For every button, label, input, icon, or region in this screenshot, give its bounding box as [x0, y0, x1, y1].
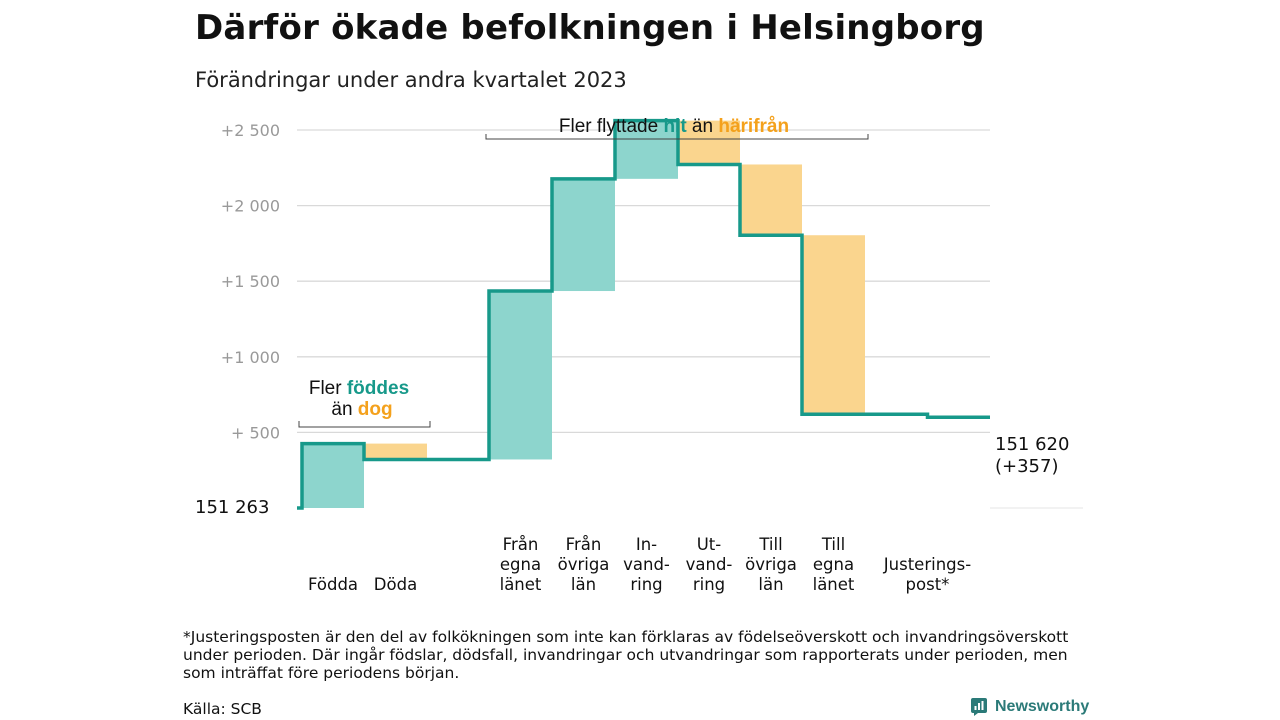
migration-annotation-text: Fler flyttade hit än härifrån	[559, 116, 789, 137]
category-label: länet	[500, 575, 542, 594]
end-value-label: 151 620	[995, 434, 1069, 455]
step-line	[297, 118, 990, 510]
brand-name: Newsworthy	[995, 698, 1090, 715]
end-change-label: (+357)	[995, 456, 1058, 477]
category-label: Ut-	[697, 535, 722, 554]
bars	[302, 120, 865, 508]
bar	[740, 164, 802, 236]
category-label: egna	[813, 555, 854, 574]
base-value-label: 151 263	[195, 497, 269, 518]
category-label: In-	[636, 535, 657, 554]
category-label: länet	[813, 575, 855, 594]
migration-bracket	[485, 134, 869, 140]
bar-chart-icon	[971, 698, 987, 716]
y-axis-ticks: +2 500 +2 000 +1 500 +1 000 + 500	[221, 121, 280, 442]
births-annotation: Fler föddes än dog	[298, 378, 431, 428]
y-tick-label: +1 000	[221, 348, 280, 367]
footnote: *Justeringsposten är den del av folkökni…	[183, 628, 1069, 682]
category-label: ring	[630, 575, 662, 594]
category-label: Döda	[374, 575, 417, 594]
category-label: egna	[500, 555, 541, 574]
newsworthy-logo: Newsworthy	[969, 697, 1089, 717]
category-label: vand-	[686, 555, 733, 574]
births-bracket	[298, 421, 431, 428]
chart-subtitle: Förändringar under andra kvartalet 2023	[195, 68, 627, 92]
bar	[489, 291, 552, 460]
category-label: Till	[821, 535, 845, 554]
category-label: Från	[566, 535, 602, 554]
bar	[802, 235, 865, 415]
bar	[364, 443, 427, 460]
category-label: post*	[906, 575, 950, 594]
y-tick-label: +1 500	[221, 272, 280, 291]
bar	[615, 120, 678, 179]
bar	[678, 120, 740, 165]
births-annotation-line2: än dog	[331, 399, 392, 420]
source-label: Källa: SCB	[183, 700, 262, 718]
category-label: övriga	[558, 555, 610, 574]
category-label: Från	[503, 535, 539, 554]
waterfall-chart: +2 500 +2 000 +1 500 +1 000 + 500 Födda Döda F…	[195, 116, 1083, 594]
category-label: Födda	[308, 575, 358, 594]
bar	[552, 178, 615, 292]
chart-title: Därför ökade befolkningen i Helsingborg	[195, 8, 985, 48]
category-label: övriga	[745, 555, 797, 574]
category-label: Justerings-	[883, 555, 971, 574]
births-annotation-line1: Fler föddes	[309, 378, 409, 399]
bar	[302, 443, 364, 508]
migration-annotation: Fler flyttade hit än härifrån	[485, 116, 869, 140]
category-labels: Födda DödaFrånegnalänetFrånövrigalänIn-va…	[308, 535, 971, 594]
category-label: län	[758, 575, 783, 594]
category-label: län	[571, 575, 596, 594]
y-tick-label: + 500	[231, 423, 280, 442]
y-tick-label: +2 000	[221, 197, 280, 216]
category-label: vand-	[623, 555, 670, 574]
category-label: Till	[758, 535, 782, 554]
y-tick-label: +2 500	[221, 121, 280, 140]
category-label: ring	[693, 575, 725, 594]
